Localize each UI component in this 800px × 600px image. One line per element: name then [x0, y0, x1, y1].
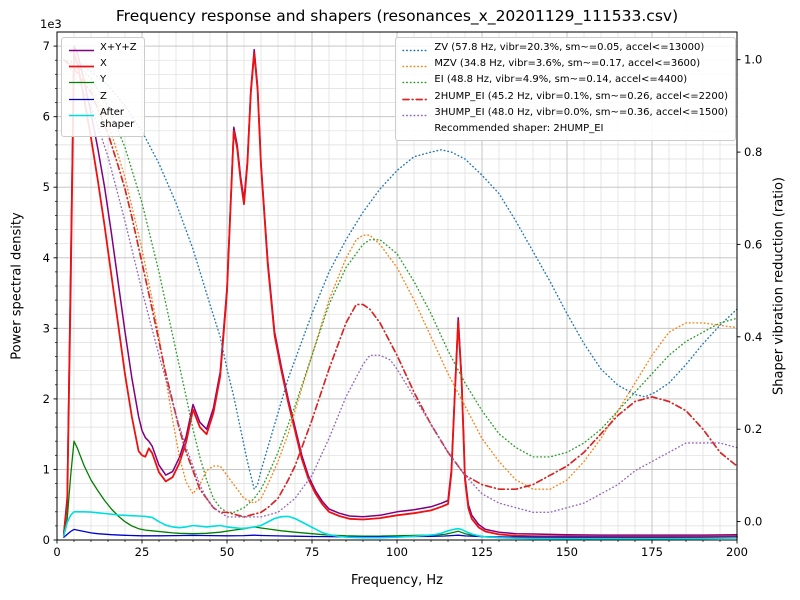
svg-text:0.2: 0.2: [744, 422, 762, 436]
series-psd-after-shaper: [62, 510, 738, 540]
legend-label: X: [100, 58, 107, 70]
legend-line-sample: [68, 91, 95, 106]
svg-text:0.0: 0.0: [744, 515, 762, 529]
svg-text:0.8: 0.8: [744, 145, 762, 159]
svg-text:175: 175: [641, 545, 663, 559]
legend-item: Recommended shaper: 2HUMP_EI: [402, 123, 728, 135]
legend-line-sample: [402, 91, 430, 106]
legend-item: EI (48.8 Hz, vibr=4.9%, sm~=0.14, accel<…: [402, 74, 728, 89]
legend-label: EI (48.8 Hz, vibr=4.9%, sm~=0.14, accel<…: [434, 74, 688, 86]
legend-label: ZV (57.8 Hz, vibr=20.3%, sm~=0.05, accel…: [434, 42, 705, 53]
legend-item: X+Y+Z: [68, 42, 137, 57]
legend-item: 2HUMP_EI (45.2 Hz, vibr=0.1%, sm~=0.26, …: [402, 91, 728, 106]
svg-text:0: 0: [43, 533, 50, 547]
svg-text:0.4: 0.4: [744, 330, 762, 344]
right-axis-label: Shaper vibration reduction (ratio): [771, 177, 787, 395]
legend-item: ZV (57.8 Hz, vibr=20.3%, sm~=0.05, accel…: [402, 42, 728, 57]
svg-text:1: 1: [43, 462, 50, 476]
series-psd-z: [63, 528, 738, 539]
legend-label: Z: [100, 90, 107, 102]
legend-label: MZV (34.8 Hz, vibr=3.6%, sm~=0.17, accel…: [434, 58, 701, 70]
svg-text:50: 50: [220, 545, 235, 559]
legend-line-sample: [68, 58, 95, 73]
legend-label: 2HUMP_EI (45.2 Hz, vibr=0.1%, sm~=0.26, …: [434, 90, 728, 102]
legend-line-sample: [68, 42, 95, 57]
legend-line-sample: [402, 74, 430, 89]
svg-text:6: 6: [43, 110, 50, 124]
left-axis-label: Power spectral density: [9, 212, 25, 360]
legend-sample-spacer: [402, 123, 429, 126]
series-shaper-ei: [63, 59, 738, 513]
y-axis-offset-text: 1e3: [40, 17, 62, 31]
svg-text:1.0: 1.0: [744, 53, 762, 67]
svg-text:7: 7: [43, 39, 50, 53]
psd-legend: X+Y+Z X Y Z After shaper: [61, 37, 145, 138]
series-shaper-2hump-ei: [62, 58, 738, 518]
svg-text:150: 150: [556, 545, 578, 559]
legend-label: 3HUMP_EI (48.0 Hz, vibr=0.0%, sm~=0.36, …: [434, 106, 728, 118]
series-shaper-mzv: [63, 59, 738, 504]
series-shaper-3hump-ei: [63, 59, 738, 518]
x-axis-label: Frequency, Hz: [350, 573, 444, 588]
svg-text:5: 5: [43, 180, 50, 194]
series-psd-x: [62, 52, 738, 538]
legend-label: X+Y+Z: [100, 42, 137, 53]
shaper-legend: ZV (57.8 Hz, vibr=20.3%, sm~=0.05, accel…: [395, 37, 736, 142]
svg-text:3: 3: [43, 321, 50, 335]
svg-text:200: 200: [726, 545, 748, 559]
legend-line-sample: [68, 107, 95, 122]
svg-text:25: 25: [135, 545, 150, 559]
legend-item: X: [68, 58, 137, 73]
legend-line-sample: [402, 42, 430, 57]
svg-text:75: 75: [305, 545, 320, 559]
legend-label: Recommended shaper: 2HUMP_EI: [434, 122, 604, 134]
series-psd-y: [63, 440, 738, 539]
legend-line-sample: [402, 107, 430, 122]
chart-title: Frequency response and shapers (resonanc…: [115, 7, 679, 25]
svg-text:2: 2: [43, 392, 50, 406]
svg-text:100: 100: [386, 545, 408, 559]
series-shaper-zv: [63, 59, 738, 490]
svg-text:125: 125: [471, 545, 493, 559]
legend-line-sample: [402, 58, 430, 73]
svg-text:0.6: 0.6: [744, 237, 762, 251]
legend-item: 3HUMP_EI (48.0 Hz, vibr=0.0%, sm~=0.36, …: [402, 107, 728, 122]
legend-item: MZV (34.8 Hz, vibr=3.6%, sm~=0.17, accel…: [402, 58, 728, 73]
svg-text:0: 0: [53, 545, 60, 559]
svg-text:4: 4: [43, 251, 50, 265]
legend-label: Y: [100, 74, 107, 86]
legend-line-sample: [68, 74, 95, 89]
legend-label: After shaper: [100, 106, 135, 130]
legend-item: After shaper: [68, 107, 137, 131]
legend-item: Z: [68, 91, 137, 106]
legend-item: Y: [68, 74, 137, 89]
